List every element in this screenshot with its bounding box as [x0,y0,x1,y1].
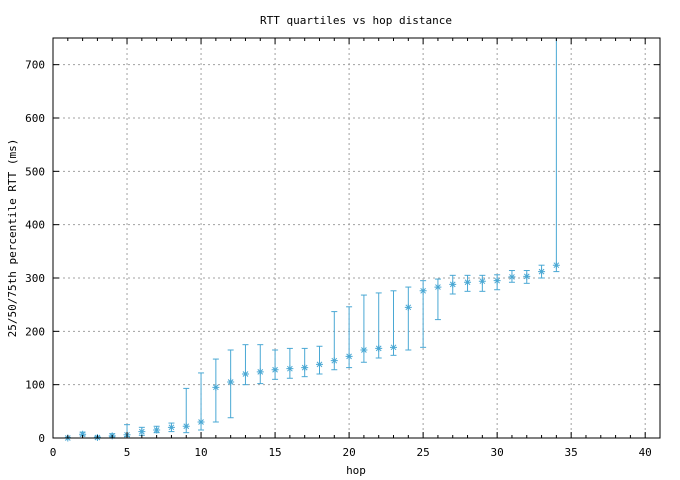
data-point [523,270,531,284]
data-point [419,280,427,348]
data-point [167,422,175,433]
median-marker [212,383,220,391]
y-tick-label: 600 [25,112,45,125]
y-tick-label: 100 [25,379,45,392]
data-point [345,306,353,369]
data-point [138,426,146,436]
median-marker [138,428,146,436]
x-tick-label: 5 [124,446,131,459]
median-marker [271,366,279,374]
data-point [360,294,368,363]
data-point [478,274,486,292]
data-point [256,344,264,385]
data-point [271,349,279,380]
median-marker [79,430,87,438]
median-marker [478,277,486,285]
median-marker [449,280,457,288]
median-marker [167,423,175,431]
x-tick-label: 20 [342,446,355,459]
median-marker [508,273,516,281]
data-point [404,286,412,351]
median-marker [153,426,161,434]
median-marker [301,364,309,372]
x-tick-label: 30 [491,446,504,459]
median-marker [360,346,368,354]
median-marker [315,360,323,368]
median-marker [390,343,398,351]
median-marker [493,277,501,285]
data-point [227,349,235,419]
median-marker [345,352,353,360]
median-marker [227,378,235,386]
y-tick-label: 300 [25,272,45,285]
data-point [212,358,220,423]
data-point [286,347,294,379]
data-point [508,270,516,283]
median-marker [330,357,338,365]
x-tick-label: 35 [565,446,578,459]
median-marker [538,268,546,276]
median-marker [241,370,249,378]
data-point [390,290,398,356]
data-point [153,425,161,434]
data-point [375,292,383,359]
data-point [449,274,457,295]
data-point [197,372,205,431]
median-marker [197,418,205,426]
median-marker [464,278,472,286]
data-point [182,387,190,434]
plot-frame [52,37,661,439]
data-point [552,37,560,273]
data-point [493,274,501,291]
data-series [64,37,560,442]
median-marker [375,344,383,352]
data-point [315,345,323,375]
median-marker [286,365,294,373]
data-point [301,347,309,378]
x-tick-label: 40 [639,446,652,459]
y-tick-label: 400 [25,219,45,232]
chart-title: RTT quartiles vs hop distance [260,14,452,27]
data-point [330,311,338,371]
median-marker [256,368,264,376]
median-marker [404,303,412,311]
x-tick-label: 15 [268,446,281,459]
median-marker [434,283,442,291]
data-point [538,264,546,279]
median-marker [552,261,560,269]
grid-lines [53,38,660,438]
x-axis-label: hop [346,464,366,477]
x-tick-label: 10 [194,446,207,459]
median-marker [523,272,531,280]
y-tick-label: 0 [38,432,45,445]
y-tick-label: 700 [25,59,45,72]
data-point [241,344,249,386]
data-point [434,278,442,321]
median-marker [419,287,427,295]
y-tick-label: 500 [25,165,45,178]
x-tick-label: 25 [416,446,429,459]
data-point [464,274,472,292]
y-axis-label: 25/50/75th percentile RTT (ms) [6,139,19,338]
y-tick-label: 200 [25,325,45,338]
x-tick-label: 0 [50,446,57,459]
median-marker [182,422,190,430]
